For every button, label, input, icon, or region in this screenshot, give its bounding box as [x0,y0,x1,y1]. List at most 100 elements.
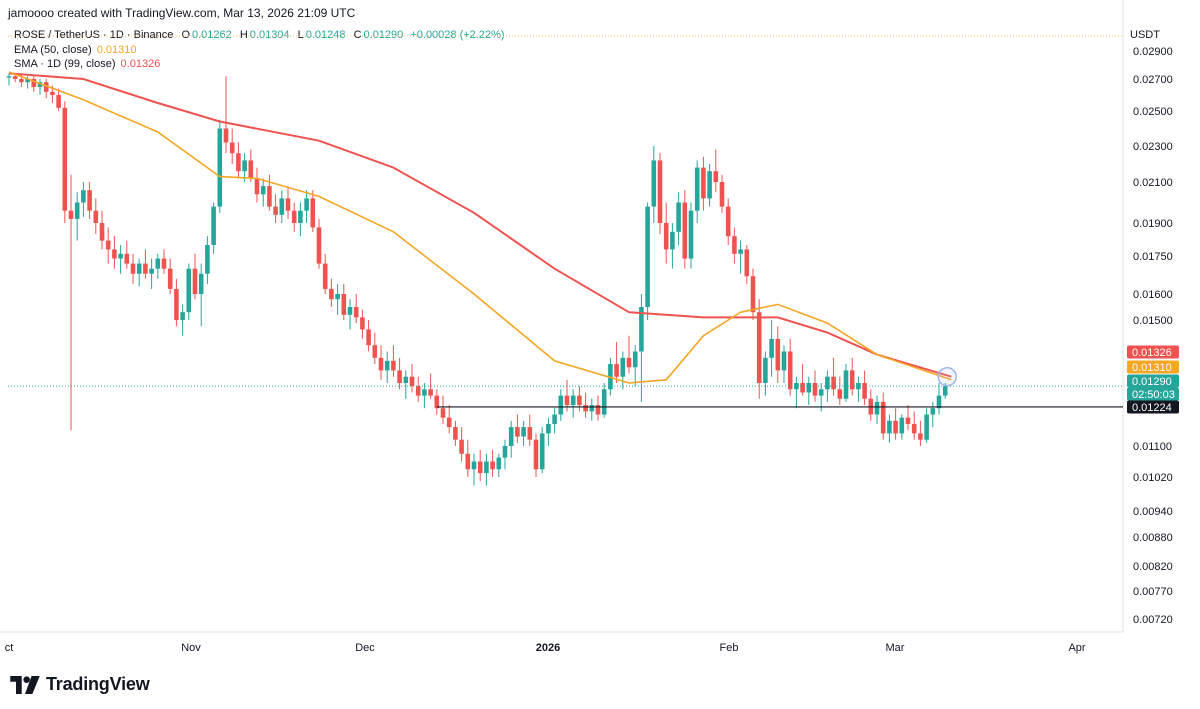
legend-sma-row[interactable]: SMA · 1D (99, close) 0.01326 [14,57,505,72]
candle [725,198,731,245]
time-tick-label: Dec [355,642,375,654]
candle-body [223,128,229,143]
candle-body [942,386,948,396]
candle-body [880,401,886,434]
legend-symbol[interactable]: ROSE / TetherUS · 1D · Binance [14,29,174,41]
candle [769,320,774,377]
candle-body [558,395,564,415]
candle-body [694,167,700,211]
candle-body [254,178,260,195]
candle-body [74,202,80,219]
candle-body [198,273,204,294]
candle-body [180,312,185,320]
candle [130,253,136,284]
candle [74,192,80,241]
candle [217,119,223,213]
candle-body [236,153,241,172]
candle-body [118,253,123,259]
candle-body [527,427,533,440]
candle-body [366,329,371,346]
candle [415,376,421,402]
price-axis-unit[interactable]: USDT [1130,29,1160,41]
candle [236,142,241,179]
price-tick-label: 0.02300 [1133,141,1173,153]
tradingview-brand-name: TradingView [46,674,150,694]
candle [434,389,440,415]
candle [446,405,452,434]
candle [763,351,768,396]
candle [291,202,297,232]
tradingview-brand[interactable]: TradingView [10,674,150,695]
candle [186,263,192,320]
candle-body [546,423,551,434]
chart-legend: ROSE / TetherUS · 1D · Binance O 0.01262 … [14,28,505,72]
candle-body [825,376,830,390]
candle-body [707,171,712,199]
candle [409,364,415,393]
candle [707,164,712,207]
candle-body [62,107,68,211]
candle [310,190,316,232]
candle [744,245,750,284]
candle [56,88,61,111]
price-tick-label: 0.02900 [1133,46,1173,58]
price-label-text: 02:50:03 [1132,389,1175,401]
candle-body [508,427,514,446]
candle-body [465,453,471,470]
legend-ema-row[interactable]: EMA (50, close) 0.01310 [14,43,505,58]
candle-body [893,420,898,434]
legend-change-value: +0.00028 (+2.22%) [410,29,505,41]
candle-body [589,405,595,412]
candle [180,304,185,336]
candle [868,389,874,421]
price-label-text: 0.01290 [1132,376,1172,388]
candle [508,420,514,458]
ema-line[interactable] [8,71,952,384]
candle-body [384,360,390,371]
candle-body [713,171,719,182]
candle-body [186,268,192,313]
candle [112,236,117,269]
candle-body [750,276,756,313]
price-tick-label: 0.01750 [1133,251,1173,263]
candle-body [81,190,86,203]
candle [161,249,167,274]
candle-body [911,423,917,434]
candle-body [521,427,526,437]
candle-body [446,417,452,428]
candle [645,202,650,320]
candle [918,420,923,446]
candle [589,398,595,421]
candle [136,258,142,287]
candle [477,449,483,482]
candle-body [676,202,681,232]
candle-body [304,198,309,211]
candle-body [595,405,601,415]
candle [279,190,285,223]
candle-body [310,198,316,228]
candle-body [794,383,799,390]
candle-body [68,210,74,219]
sma-line[interactable] [8,72,952,378]
time-tick-label: ct [5,642,14,654]
candle [911,411,917,440]
candle-body [347,307,353,315]
candle [37,79,43,95]
candle-body [775,338,781,371]
candle-body [391,360,396,371]
crosshair-marker-icon [937,366,957,387]
candle [787,338,793,396]
candle-body [174,288,179,320]
candle-body [459,439,464,454]
candle [620,351,626,390]
candle [657,153,663,234]
candle [484,453,489,486]
candle-body [12,76,18,79]
candle [880,392,886,440]
candle [81,182,86,217]
candle-body [285,198,291,211]
candle-body [161,258,167,269]
candle-body [229,142,235,154]
candle-body [31,79,37,87]
